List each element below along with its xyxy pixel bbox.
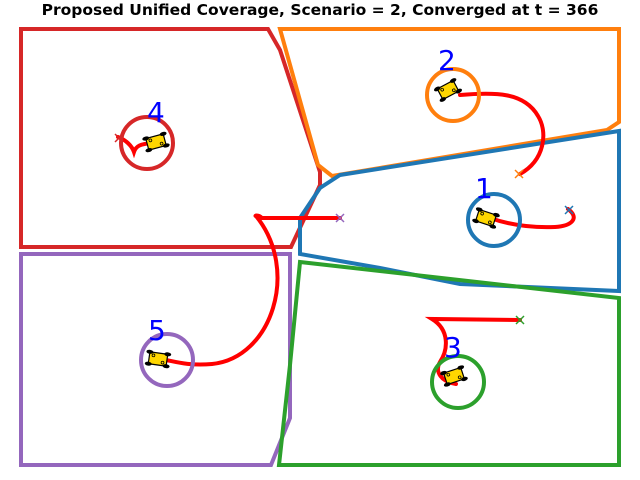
- robot-label-3: 3: [444, 331, 462, 364]
- plot-title: Proposed Unified Coverage, Scenario = 2,…: [41, 1, 599, 19]
- marker-robot-1: [335, 213, 345, 223]
- robot-label-5: 5: [148, 314, 166, 347]
- robot-label-4: 4: [147, 96, 165, 129]
- trajectory-1: [488, 207, 576, 230]
- quadrotor-icon: [143, 348, 173, 370]
- sensing-circle-5: [139, 332, 195, 388]
- sensing-circle-1: [466, 192, 522, 248]
- sensing-circle-3: [430, 354, 486, 410]
- trajectory-5: [164, 213, 342, 367]
- sensing-circle-2: [425, 67, 481, 123]
- quadrotor-icon: [141, 130, 171, 154]
- trajectory-4: [116, 135, 154, 159]
- robot-label-1: 1: [475, 172, 493, 205]
- region-2-boundary: [277, 27, 621, 179]
- marker-robot-2: [514, 169, 524, 179]
- trajectory-2: [458, 91, 546, 176]
- robot-label-2: 2: [438, 44, 456, 77]
- sensing-circle-4: [119, 115, 175, 171]
- marker-robot-4: [515, 315, 525, 325]
- region-4-boundary: [19, 27, 322, 249]
- region-3-boundary: [276, 259, 621, 467]
- marker-robot-3: [564, 205, 574, 215]
- quadrotor-icon: [432, 76, 464, 104]
- quadrotor-icon: [471, 205, 501, 231]
- region-1-boundary: [298, 128, 621, 294]
